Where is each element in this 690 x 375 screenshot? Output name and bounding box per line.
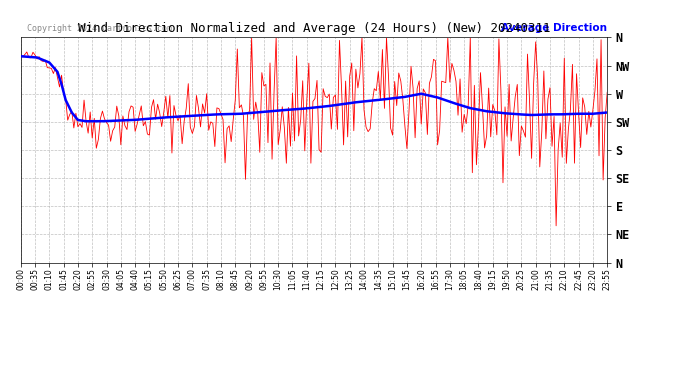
Title: Wind Direction Normalized and Average (24 Hours) (New) 20240311: Wind Direction Normalized and Average (2… [78,22,550,35]
Text: Average Direction: Average Direction [501,23,607,33]
Text: Copyright 2024 Cartronics.com: Copyright 2024 Cartronics.com [26,24,172,33]
